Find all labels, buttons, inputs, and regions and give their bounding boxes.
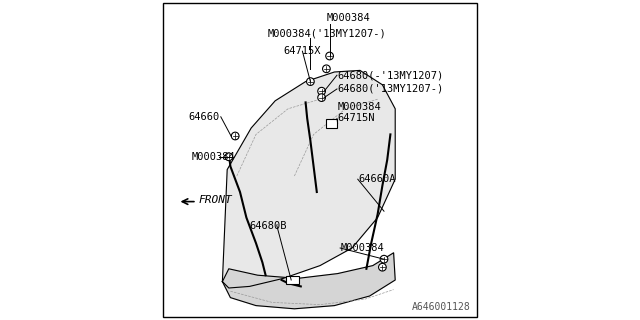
FancyBboxPatch shape bbox=[287, 276, 300, 284]
Circle shape bbox=[232, 132, 239, 140]
Text: 64660: 64660 bbox=[188, 112, 219, 122]
Text: 64680('13MY1207-): 64680('13MY1207-) bbox=[338, 84, 444, 94]
Text: 64715X: 64715X bbox=[283, 46, 321, 56]
Text: 64680(-'13MY1207): 64680(-'13MY1207) bbox=[338, 70, 444, 80]
Text: 64660A: 64660A bbox=[358, 174, 396, 184]
Circle shape bbox=[225, 153, 233, 161]
Polygon shape bbox=[223, 253, 396, 309]
Text: M000384: M000384 bbox=[326, 12, 370, 23]
Text: 64680B: 64680B bbox=[250, 220, 287, 231]
Text: FRONT: FRONT bbox=[198, 195, 232, 205]
Text: M000384: M000384 bbox=[192, 152, 236, 162]
Circle shape bbox=[318, 94, 326, 101]
Text: 64715N: 64715N bbox=[338, 113, 375, 124]
Circle shape bbox=[318, 87, 326, 95]
Circle shape bbox=[326, 52, 333, 60]
Text: M000384: M000384 bbox=[338, 102, 381, 112]
Text: M000384: M000384 bbox=[340, 243, 385, 253]
Circle shape bbox=[380, 255, 388, 263]
Circle shape bbox=[379, 263, 386, 271]
Text: M000384('13MY1207-): M000384('13MY1207-) bbox=[268, 28, 386, 39]
Polygon shape bbox=[223, 70, 396, 288]
Text: A646001128: A646001128 bbox=[412, 302, 470, 312]
FancyBboxPatch shape bbox=[326, 119, 337, 128]
Circle shape bbox=[323, 65, 330, 73]
Circle shape bbox=[307, 78, 314, 85]
